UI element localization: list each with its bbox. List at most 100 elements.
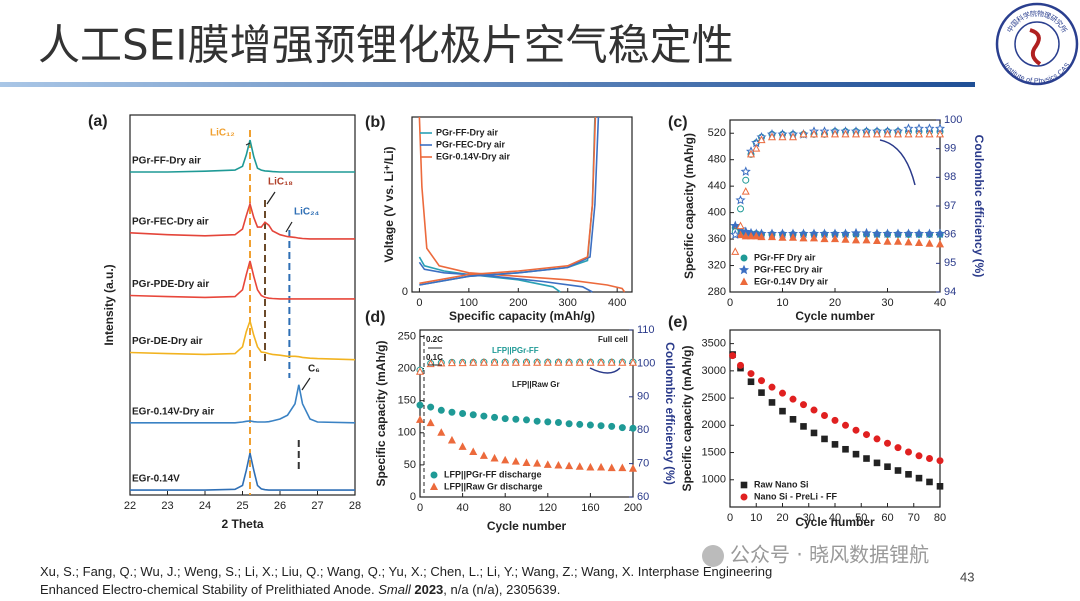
y-tick-label: 320 (708, 259, 726, 271)
y2-tick-label: 100 (944, 114, 962, 126)
y-tick-label: 360 (708, 233, 726, 245)
marker-circle (758, 377, 765, 385)
y2-tick-label: 110 (637, 324, 655, 336)
legend-marker (740, 481, 748, 489)
marker-triangle (736, 230, 745, 239)
marker-square (852, 450, 860, 458)
y2-tick-label: 70 (637, 458, 649, 470)
marker-circle (894, 444, 902, 452)
panel-label: (a) (88, 113, 108, 130)
x-tick-label: 20 (776, 512, 788, 524)
citation-text: Xu, S.; Fang, Q.; Wu, J.; Weng, S.; Li, … (40, 564, 773, 579)
marker-square (873, 459, 881, 467)
marker-triangle (597, 358, 606, 366)
marker-triangle (862, 235, 871, 244)
y-tick-label: 440 (708, 180, 726, 192)
x-tick-label: 0 (727, 512, 733, 524)
marker-triangle (893, 129, 903, 138)
title-rule (0, 82, 975, 87)
page-number: 43 (960, 569, 974, 584)
citation-journal: Small (378, 582, 411, 597)
legend-label: EGr-0.14V Dry air (754, 276, 829, 286)
marker-triangle (799, 129, 808, 138)
marker-triangle (799, 233, 808, 242)
y-tick-label: 400 (708, 207, 726, 219)
x-tick-label: 28 (349, 500, 361, 512)
marker-triangle (935, 239, 945, 248)
legend-label: LFP||Raw Gr discharge (444, 481, 543, 491)
marker-triangle (904, 129, 913, 138)
citation-year: 2023 (414, 582, 444, 597)
marker-circle (789, 395, 797, 403)
line-series (129, 260, 355, 300)
panel-label: (e) (668, 314, 688, 331)
marker-triangle (741, 231, 750, 240)
marker-triangle (437, 428, 446, 436)
legend-label: LFP||PGr-FF discharge (444, 469, 542, 479)
y2-axis-label: Coulombic efficiency (%) (663, 342, 677, 485)
y2-tick-label: 90 (637, 391, 649, 403)
marker-triangle (501, 358, 510, 366)
x-tick-label: 80 (934, 512, 946, 524)
marker-circle (586, 421, 594, 429)
marker-square (800, 423, 807, 430)
marker-triangle (447, 358, 456, 367)
marker-triangle (415, 367, 425, 375)
marker-triangle (851, 129, 861, 138)
marker-square (810, 429, 818, 437)
marker-triangle (501, 455, 510, 464)
x-tick-label: 10 (776, 297, 788, 309)
marker-triangle (851, 235, 861, 244)
marker-circle (831, 416, 839, 424)
marker-triangle (741, 187, 750, 195)
series-label: PGr-FEC-Dry air (132, 216, 209, 227)
marker-triangle (469, 358, 478, 366)
marker-star (861, 227, 872, 238)
y-tick-label: 100 (398, 427, 416, 439)
marker-triangle (522, 458, 531, 466)
marker-triangle (479, 451, 488, 459)
marker-triangle (543, 358, 552, 366)
marker-square (779, 407, 786, 415)
marker-star (892, 228, 904, 239)
arrow (428, 347, 442, 366)
citation-text: , n/a (n/a), 2305639. (443, 582, 561, 597)
marker-square (863, 455, 870, 462)
marker-triangle (820, 234, 829, 243)
marker-triangle (479, 358, 488, 366)
marker-circle (533, 417, 541, 425)
marker-circle (512, 415, 520, 423)
marker-circle (480, 412, 488, 420)
marker-circle (884, 439, 891, 447)
marker-triangle (767, 132, 777, 141)
y-tick-label: 520 (708, 127, 726, 139)
logo-mark (1029, 28, 1042, 66)
y-axis-label: Specific capacity (mAh/g) (682, 133, 696, 279)
marker-square (936, 483, 944, 490)
marker-circle (863, 431, 870, 439)
x-tick-label: 80 (499, 502, 511, 514)
marker-square (894, 467, 902, 474)
marker-circle (768, 383, 776, 391)
marker-triangle (586, 462, 595, 471)
marker-square (831, 441, 839, 448)
marker-star (924, 228, 935, 239)
annotation: LFP||PGr-FF (492, 346, 539, 355)
marker-circle (437, 406, 445, 414)
marker-square (884, 463, 891, 470)
y2-axis-label: Coulombic efficiency (%) (972, 135, 986, 278)
y-tick-label: 1500 (702, 446, 726, 458)
line-series (130, 384, 356, 424)
marker-triangle (511, 358, 520, 366)
marker-triangle (757, 135, 766, 144)
marker-square (758, 389, 765, 396)
marker-star (850, 227, 862, 238)
y-axis-label: Voltage (V vs. Li⁺/Li) (382, 146, 396, 262)
legend-label: Nano Si - PreLi - FF (754, 491, 838, 501)
y-tick-label: 280 (708, 286, 726, 298)
arrow (266, 191, 276, 205)
marker-triangle (533, 459, 542, 467)
citation: Xu, S.; Fang, Q.; Wu, J.; Weng, S.; Li, … (40, 563, 980, 599)
series-label: PGr-DE-Dry air (132, 336, 203, 347)
marker-triangle (788, 233, 798, 241)
